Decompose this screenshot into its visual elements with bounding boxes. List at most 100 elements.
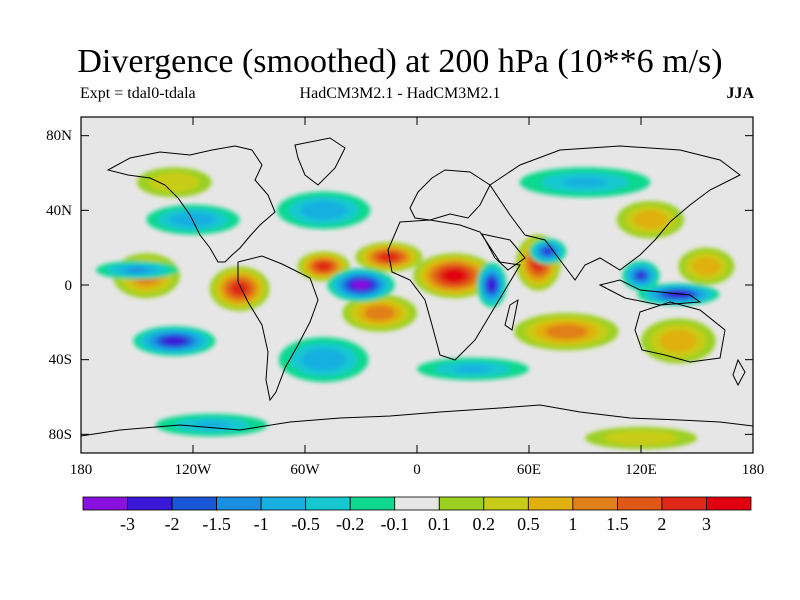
colorbar-label: 1 [568, 514, 578, 534]
colorbar-label: 0.5 [517, 514, 540, 534]
colorbar-label: -0.5 [291, 514, 320, 534]
contour-band [622, 434, 660, 442]
colorbar-swatch [349, 496, 396, 511]
divergence-feature [585, 426, 697, 450]
contour-band [312, 205, 336, 215]
lon-label: 120E [625, 462, 657, 478]
colorbar-swatch [617, 496, 663, 511]
map-title: Divergence (smoothed) at 200 hPa (10**6 … [77, 43, 723, 80]
lon-label: 0 [413, 462, 421, 478]
divergence-feature [622, 260, 660, 291]
contour-band [312, 354, 335, 366]
axis-ticks [80, 117, 754, 453]
colorbar [82, 496, 752, 511]
contour-band [489, 281, 494, 289]
colorbar-label: 1.5 [606, 514, 629, 534]
lon-label: 60E [516, 462, 542, 478]
divergence-feature [678, 247, 735, 285]
coast-antarctica [81, 404, 753, 437]
divergence-feature [95, 260, 179, 280]
colorbar-swatch [438, 496, 485, 511]
colorbar-label: -2 [164, 514, 180, 534]
colorbar-swatch [216, 496, 262, 511]
divergence-feature [413, 253, 496, 299]
contour-band [544, 249, 551, 254]
colorbar-swatch [661, 496, 707, 511]
model-pair-label: HadCM3M2.1 - HadCM3M2.1 [299, 85, 501, 102]
contour-band [641, 215, 659, 225]
colorbar-swatch [260, 496, 307, 511]
contour-band [637, 273, 645, 279]
season-label: JJA [726, 85, 754, 102]
contour-band [669, 335, 688, 347]
contour-band [168, 338, 181, 344]
colorbar-label: 0.1 [428, 514, 451, 534]
contour-band [161, 177, 187, 188]
contour-band [319, 264, 328, 269]
contour-band [181, 215, 205, 224]
divergence-feature [476, 262, 507, 308]
colorbar-label: 3 [701, 514, 711, 534]
colorbar-label: 2 [657, 514, 667, 534]
divergence-feature [342, 294, 417, 332]
divergence-field [95, 167, 735, 450]
divergence-feature [146, 204, 240, 235]
divergence-feature [616, 201, 684, 239]
divergence-feature [137, 167, 212, 198]
coast-greenland [294, 137, 346, 186]
lat-label: 80S [48, 427, 72, 443]
lon-label: 180 [69, 462, 93, 478]
colorbar-swatch [706, 496, 752, 511]
divergence-feature [355, 242, 423, 272]
lon-label: 120W [174, 462, 212, 478]
divergence-feature [514, 313, 619, 351]
lon-label: 180 [741, 462, 765, 478]
contour-band [699, 261, 714, 272]
coast-new-zealand [732, 358, 746, 387]
divergence-feature [133, 326, 216, 356]
coast-africa [387, 219, 521, 361]
divergence-feature [277, 191, 371, 229]
coast-south-america [237, 255, 319, 402]
divergence-feature [278, 337, 369, 383]
coast-madagascar [504, 298, 519, 331]
colorbar-swatch [305, 496, 351, 511]
colorbar-label: 0.2 [472, 514, 496, 534]
coast-asia [489, 145, 741, 281]
colorbar-label: -3 [120, 514, 136, 534]
contour-band [356, 282, 366, 288]
contour-band [126, 267, 148, 273]
colorbar-label: -1.5 [202, 514, 231, 534]
colorbar-swatch [572, 496, 618, 511]
lat-label: 80N [46, 128, 72, 144]
divergence-feature [529, 238, 567, 265]
coast-arabia [481, 233, 526, 271]
colorbar-swatch [394, 496, 440, 511]
lat-label: 40S [48, 352, 72, 368]
coast-indonesia [598, 279, 702, 306]
colorbar-swatch [127, 496, 173, 511]
colorbar-swatch [483, 496, 529, 511]
contour-band [454, 365, 492, 373]
coastlines [81, 137, 753, 437]
divergence-feature [209, 266, 270, 312]
divergence-feature [417, 357, 529, 381]
coast-australia [634, 301, 726, 363]
divergence-feature [155, 413, 268, 437]
contour-band [372, 309, 388, 317]
contour-band [449, 272, 460, 279]
lon-label: 60W [290, 462, 320, 478]
lat-label: 0 [64, 278, 73, 294]
colorbar-swatch [527, 496, 574, 511]
colorbar-swatch [82, 496, 128, 511]
contour-band [563, 177, 607, 188]
divergence-feature [297, 251, 350, 282]
experiment-label: Expt = tdal0-tdala [80, 85, 196, 102]
contour-band [555, 327, 577, 336]
lat-label: 40N [46, 203, 72, 219]
divergence-feature [641, 318, 716, 364]
colorbar-label: -0.1 [380, 514, 409, 534]
colorbar-swatch [171, 496, 217, 511]
colorbar-label: -0.2 [335, 514, 365, 534]
